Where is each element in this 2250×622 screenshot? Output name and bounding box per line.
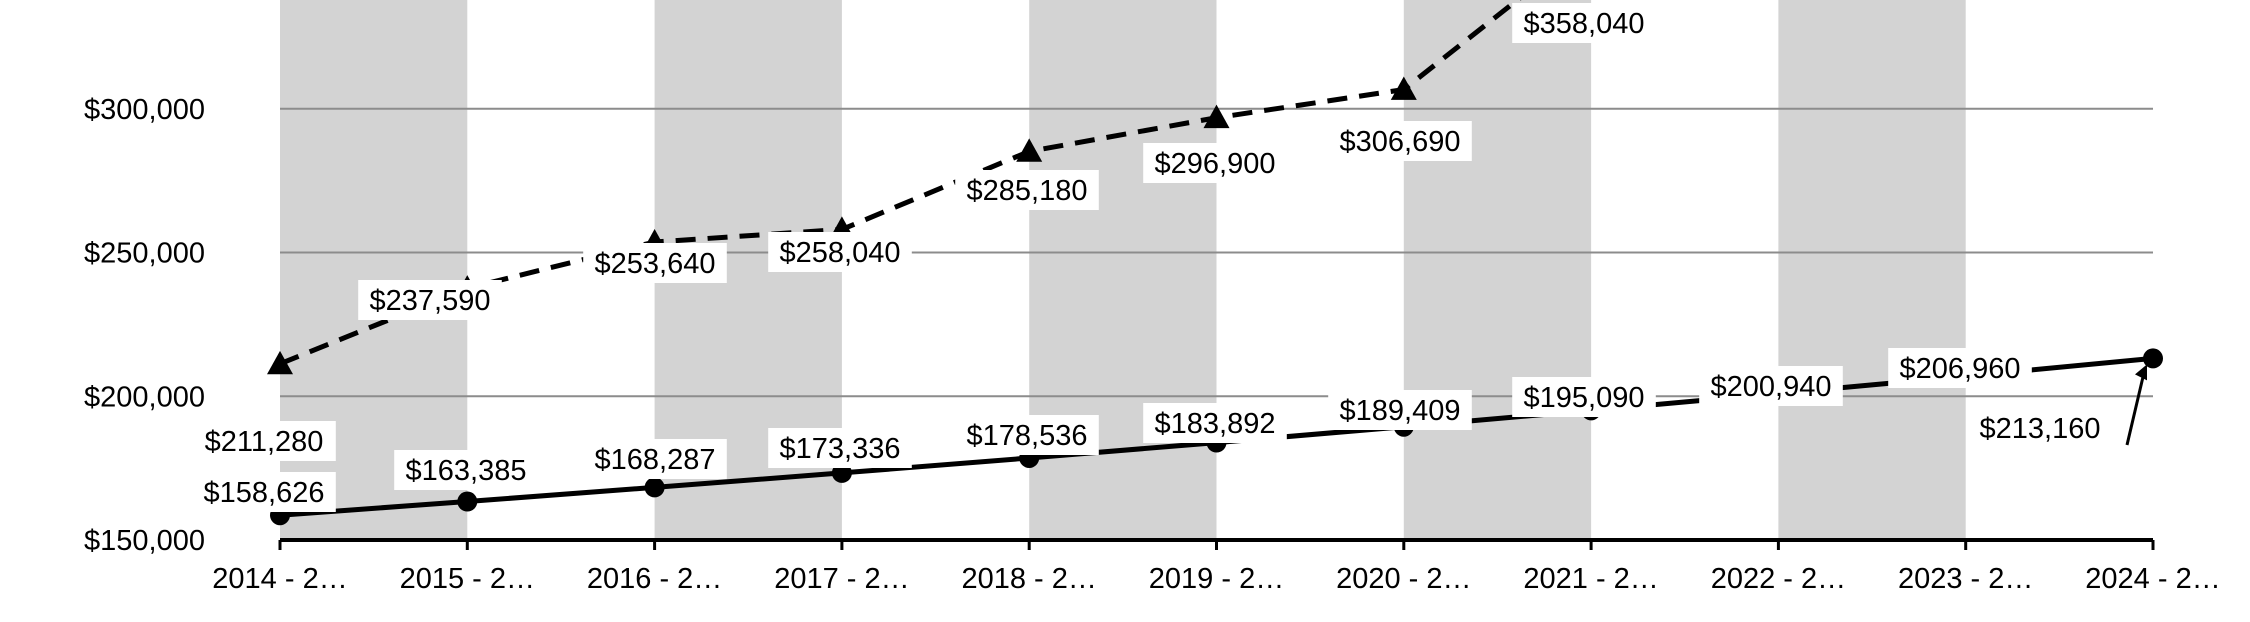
data-label-text: $158,626: [204, 477, 325, 509]
data-label-leaders: [2125, 364, 2147, 446]
data-label-box: [192, 421, 336, 461]
column-band: [1778, 0, 1966, 540]
data-label: $173,336: [768, 428, 912, 468]
data-label-box: [192, 472, 336, 512]
x-tick-label: 2015 - 2…: [400, 563, 535, 595]
column-band: [1403, 0, 1592, 540]
data-label-box: [583, 439, 727, 479]
data-label-text: $211,280: [205, 426, 324, 458]
data-label: $258,040: [768, 232, 912, 272]
data-label-box: [358, 280, 502, 320]
data-label-box: [768, 428, 912, 468]
x-tick-label: 2021 - 2…: [1523, 563, 1658, 595]
data-label: $213,160: [1968, 408, 2112, 448]
x-tick-label: 2024 - 2…: [2085, 563, 2220, 595]
data-label-text: $296,900: [1155, 148, 1276, 180]
triangle-marker: [1016, 138, 1043, 162]
x-tick-label: 2016 - 2…: [587, 563, 722, 595]
data-label-text: $200,940: [1711, 371, 1832, 403]
column-band: [1029, 0, 1217, 540]
data-label: $306,690: [1328, 121, 1472, 161]
triangle-marker: [1203, 104, 1230, 129]
data-label: $168,287: [583, 439, 727, 479]
data-label: $178,536: [955, 415, 1099, 455]
data-label-text: $306,690: [1340, 126, 1461, 158]
leader-line: [2125, 368, 2147, 446]
data-label-box: [955, 415, 1099, 455]
data-label-box: [1888, 348, 2032, 388]
triangle-marker: [1390, 76, 1417, 100]
data-label: $158,626: [192, 472, 336, 512]
data-label-box: [1143, 143, 1287, 183]
triangle-marker: [267, 350, 293, 375]
data-label-text: $258,040: [780, 237, 901, 269]
data-label-text: $168,287: [595, 444, 716, 476]
data-label: $200,940: [1699, 366, 1843, 406]
y-axis-tick-labels: $150,000$200,000$250,000$300,000$350,000: [84, 94, 205, 557]
data-label-text: $189,409: [1340, 395, 1461, 427]
data-label: $189,409: [1328, 390, 1472, 430]
data-label-box: [394, 450, 538, 490]
x-tick-label: 2014 - 2…: [212, 563, 347, 595]
data-label-text: $195,090: [1524, 382, 1645, 414]
data-labels: $211,280 $237,590 $253,640 $258,040 $285,180…: [192, 3, 2112, 512]
x-tick-label: 2018 - 2…: [961, 563, 1096, 595]
x-tick-label: 2017 - 2…: [774, 563, 909, 595]
data-label-box: [768, 232, 912, 272]
circle-marker: [2143, 348, 2163, 369]
x-tick-label: 2019 - 2…: [1149, 563, 1284, 595]
data-label: $206,960: [1888, 348, 2032, 388]
x-axis-tick-labels: 2014 - 2… 2015 - 2… 2016 - 2… 2017 - 2… 2018…: [212, 540, 2221, 595]
x-tick-label: 2020 - 2…: [1336, 563, 1471, 595]
data-label-box: [1968, 408, 2112, 448]
data-label: $163,385: [394, 450, 538, 490]
data-label-box: [1512, 3, 1656, 43]
data-label: $358,040: [1512, 3, 1656, 43]
circle-marker: [457, 491, 478, 512]
y-tick-label: $200,000: [84, 381, 205, 413]
data-label-text: $237,590: [370, 285, 491, 317]
leader-arrowhead: [2135, 364, 2147, 381]
data-label: $211,280: [192, 421, 336, 461]
data-label: $237,590: [358, 280, 502, 320]
data-label-box: [955, 170, 1099, 210]
data-label-box: [1699, 366, 1843, 406]
data-label: $195,090: [1512, 377, 1656, 417]
data-label-text: $213,160: [1980, 413, 2101, 445]
data-label-text: $178,536: [967, 420, 1088, 452]
data-label-text: $358,040: [1524, 8, 1645, 40]
data-label-box: [1143, 403, 1287, 443]
data-label-box: [1512, 377, 1656, 417]
data-label-text: $206,960: [1900, 353, 2021, 385]
data-label: $253,640: [583, 243, 727, 283]
circle-marker: [644, 477, 665, 498]
x-tick-label: 2022 - 2…: [1711, 563, 1846, 595]
data-label-text: $173,336: [780, 433, 901, 465]
y-tick-label: $300,000: [84, 94, 205, 126]
data-label-box: [583, 243, 727, 283]
data-label-text: $163,385: [406, 455, 527, 487]
data-label: $285,180: [955, 170, 1099, 210]
data-label-text: $285,180: [967, 175, 1088, 207]
data-label-box: [1328, 390, 1472, 430]
y-tick-label: $150,000: [84, 525, 205, 557]
data-label-text: $253,640: [595, 248, 716, 280]
data-label-text: $183,892: [1155, 408, 1276, 440]
data-label: $296,900: [1143, 143, 1287, 183]
data-label: $183,892: [1143, 403, 1287, 443]
y-tick-label: $250,000: [84, 238, 205, 270]
data-label-box: [1328, 121, 1472, 161]
x-tick-label: 2023 - 2…: [1898, 563, 2033, 595]
